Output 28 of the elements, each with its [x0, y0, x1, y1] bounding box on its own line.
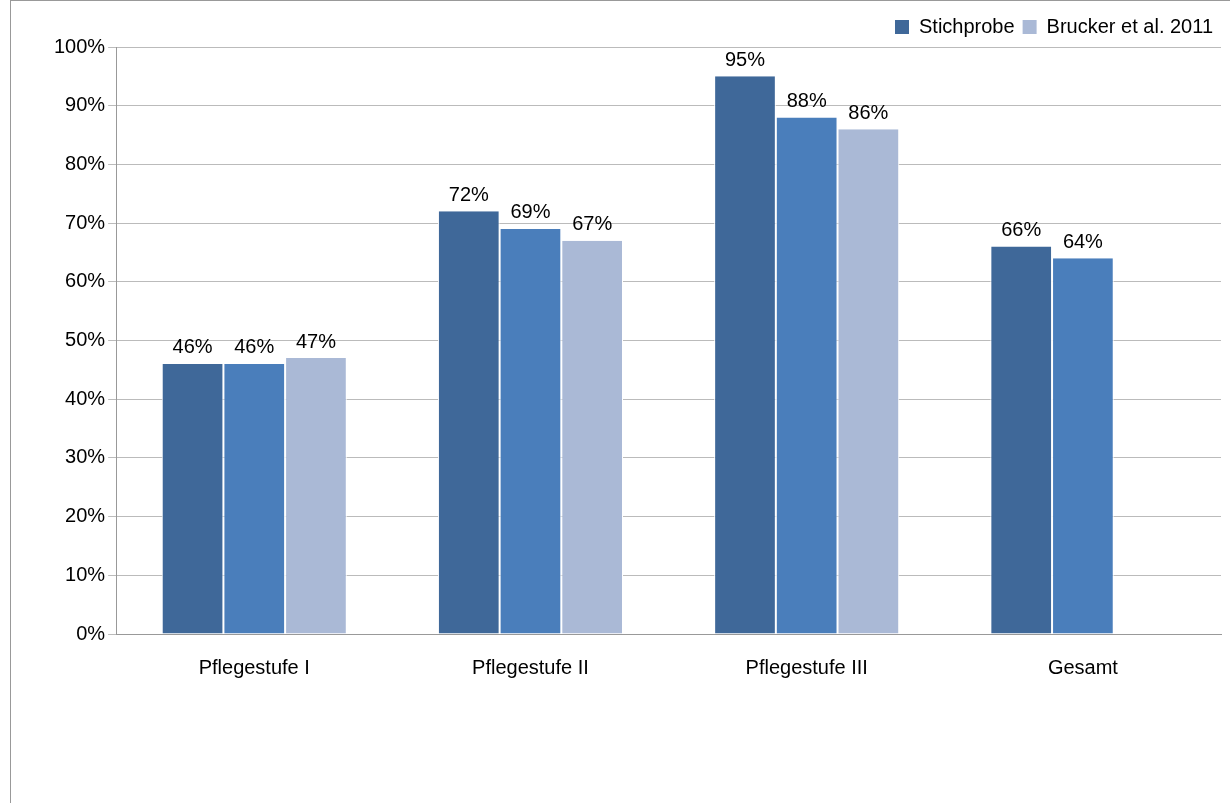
x-tick-label: Pflegestufe III: [745, 655, 868, 678]
x-tick-label: Gesamt: [1047, 655, 1119, 678]
y-tick-label: 100%: [54, 34, 106, 57]
x-tick-label: Pflegestufe I: [198, 655, 310, 678]
legend-label: Brucker et al. 2011: [1046, 14, 1213, 37]
data-label: 66%: [1001, 218, 1042, 241]
data-label: 46%: [172, 335, 213, 358]
y-tick-label: 10%: [65, 562, 106, 585]
data-label: 67%: [572, 212, 613, 235]
data-label: 47%: [295, 329, 337, 352]
data-label: 72%: [448, 182, 490, 205]
data-label: 86%: [848, 100, 889, 123]
y-tick-label: 20%: [65, 504, 106, 527]
data-label: 95%: [724, 47, 766, 70]
data-label: 64%: [1062, 229, 1104, 252]
x-tick-label: Pflegestufe II: [472, 655, 589, 678]
data-label: 46%: [234, 335, 275, 358]
y-tick-label: 50%: [65, 328, 106, 351]
y-tick-label: 0%: [76, 621, 106, 644]
y-tick-label: 90%: [65, 93, 106, 116]
legend-label: Stichprobe: [919, 14, 1015, 37]
y-tick-label: 40%: [65, 386, 106, 409]
y-tick-label: 70%: [65, 210, 106, 233]
data-label: 69%: [510, 200, 551, 223]
data-label: 88%: [786, 88, 827, 111]
y-tick-label: 60%: [65, 269, 106, 292]
y-tick-label: 80%: [65, 151, 106, 174]
y-tick-label: 30%: [65, 445, 106, 468]
